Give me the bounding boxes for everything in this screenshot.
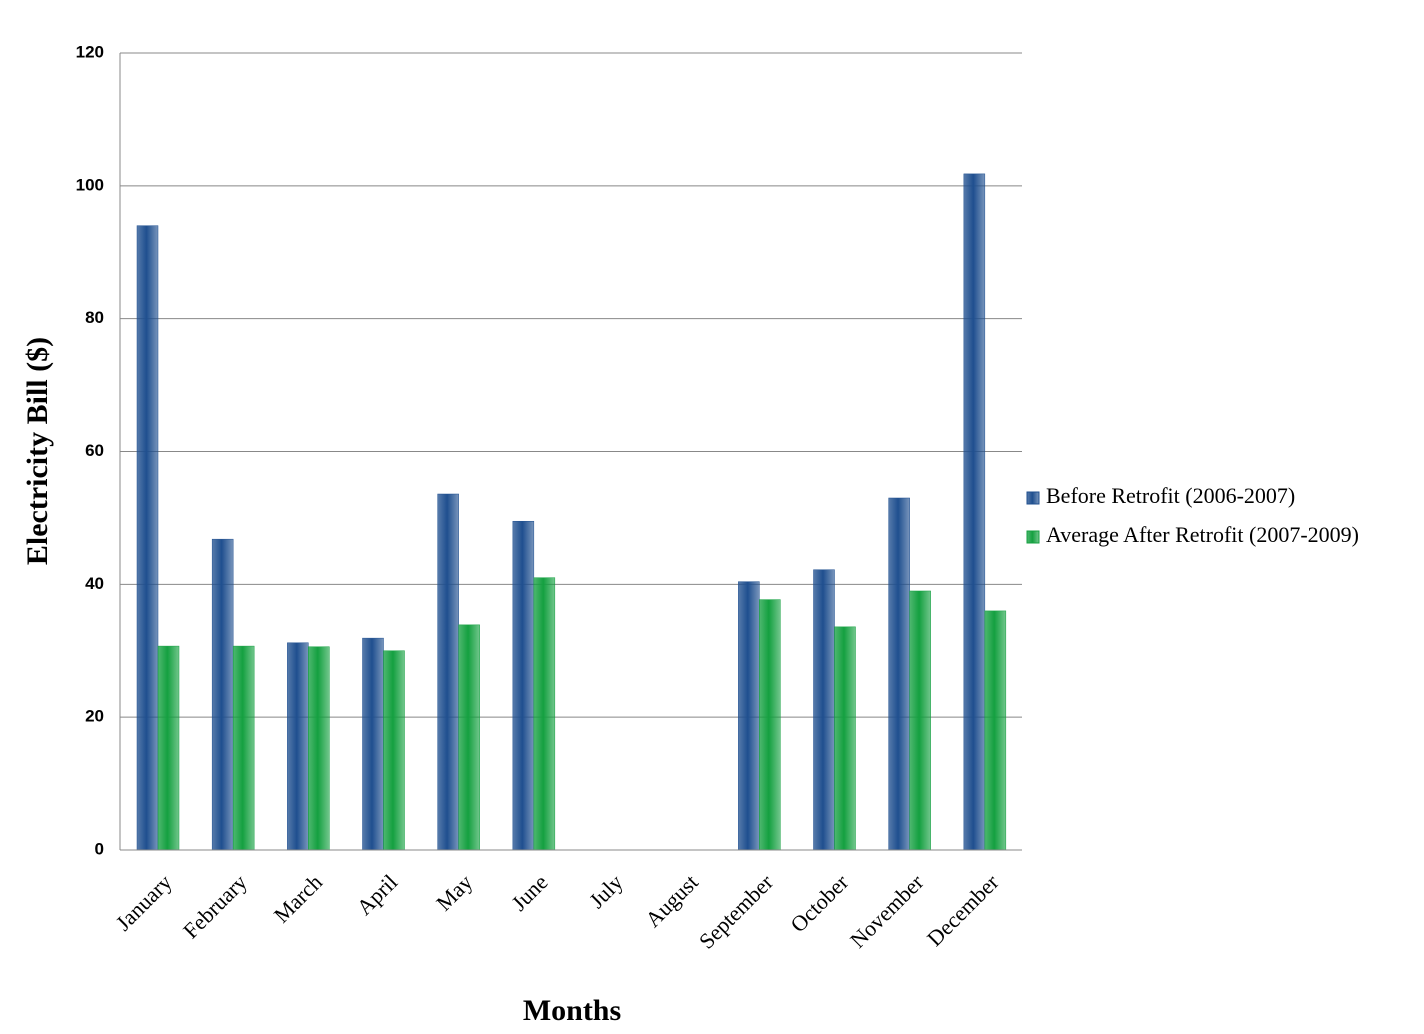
- bar: [232, 645, 255, 851]
- x-tick-label: September: [694, 869, 779, 954]
- y-tick-label: 20: [85, 707, 104, 726]
- bar: [458, 624, 480, 851]
- y-tick-label: 60: [85, 441, 104, 460]
- x-tick-label: August: [640, 869, 703, 932]
- x-tick-label: July: [584, 869, 628, 913]
- bar: [308, 646, 330, 851]
- y-tick-label: 120: [76, 42, 104, 61]
- y-tick-label: 80: [85, 308, 104, 327]
- x-tick-label: October: [785, 869, 853, 937]
- legend-label: Before Retrofit (2006-2007): [1046, 483, 1295, 508]
- legend-label: Average After Retrofit (2007-2009): [1046, 522, 1359, 547]
- y-tick-label: 40: [85, 574, 104, 593]
- legend-marker: [1026, 491, 1040, 505]
- x-tick-label: December: [922, 869, 1004, 951]
- bar: [157, 645, 180, 851]
- bar: [759, 599, 781, 851]
- x-tick-label: May: [431, 869, 477, 915]
- x-tick-label: February: [178, 869, 252, 943]
- bar: [533, 577, 556, 851]
- y-tick-label: 0: [95, 839, 104, 858]
- bar: [984, 610, 1007, 851]
- bar: [287, 642, 309, 851]
- x-tick-label: January: [111, 869, 177, 935]
- x-axis-title: Months: [523, 994, 621, 1027]
- bar: [512, 520, 535, 851]
- bar: [963, 173, 986, 851]
- bar: [738, 581, 760, 851]
- x-tick-label: June: [506, 869, 552, 915]
- bar: [888, 497, 910, 851]
- y-tick-label: 100: [76, 175, 104, 194]
- x-tick-label: November: [845, 869, 929, 953]
- legend-marker: [1026, 530, 1040, 544]
- bar: [362, 637, 384, 851]
- x-tick-label: April: [352, 869, 403, 920]
- bar: [437, 493, 459, 851]
- bar: [211, 538, 234, 851]
- bar: [834, 626, 856, 851]
- x-tick-label: March: [269, 869, 327, 927]
- bar: [136, 225, 159, 851]
- bar: [813, 569, 835, 851]
- y-axis-title: Electricity Bill ($): [21, 337, 54, 565]
- bar: [909, 590, 931, 851]
- bar: [383, 650, 405, 851]
